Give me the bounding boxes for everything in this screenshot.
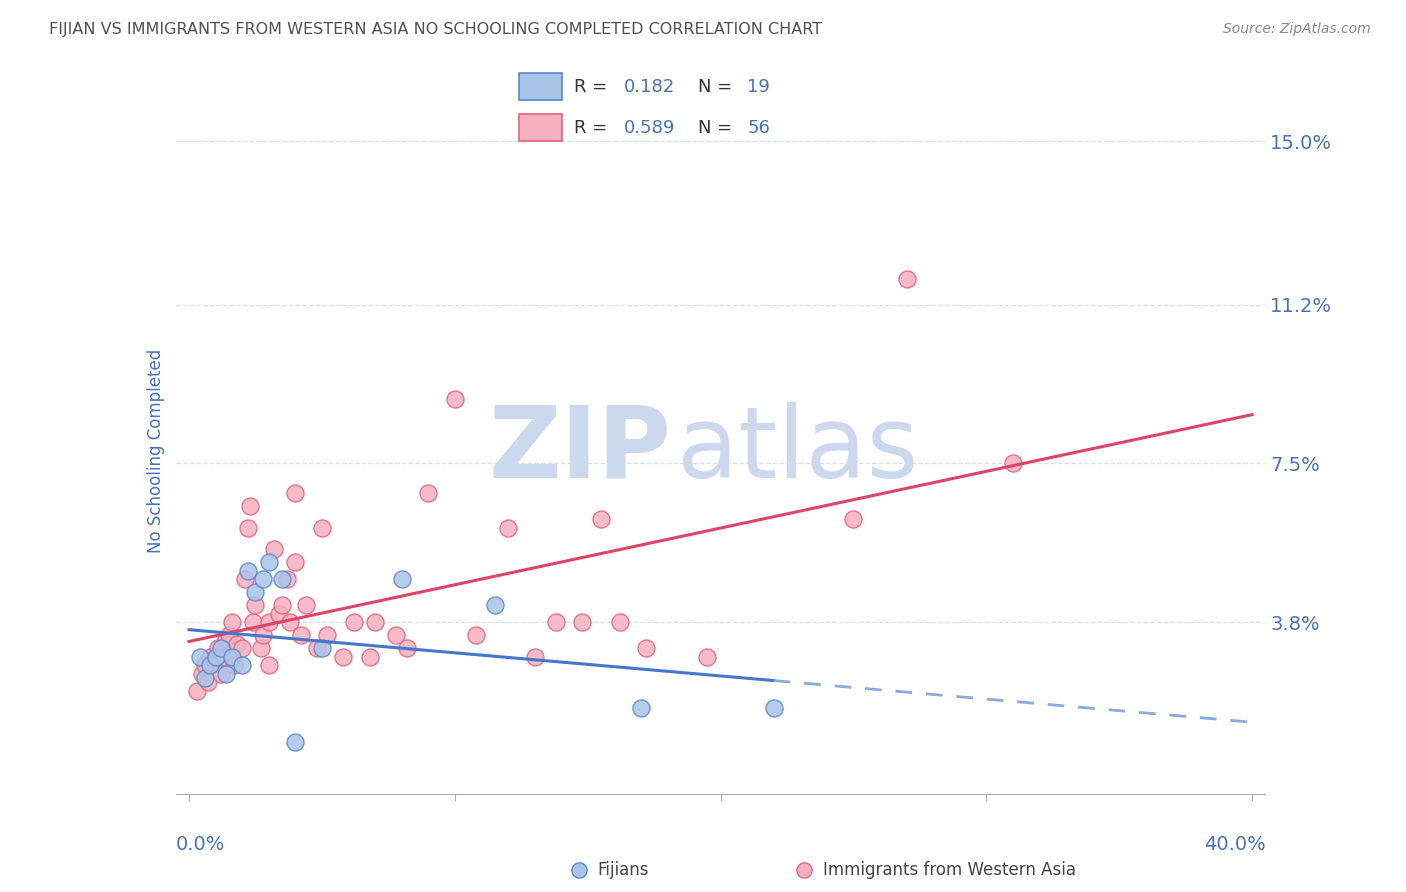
Point xyxy=(762,701,785,715)
Point xyxy=(257,658,280,673)
Point xyxy=(443,392,465,406)
FancyBboxPatch shape xyxy=(519,114,562,141)
Point xyxy=(630,701,652,715)
Point xyxy=(311,521,333,535)
Point xyxy=(316,628,339,642)
Text: atlas: atlas xyxy=(678,402,918,499)
Point xyxy=(311,640,333,655)
Point xyxy=(418,486,440,500)
Text: N =: N = xyxy=(697,119,733,136)
Text: N =: N = xyxy=(697,78,733,95)
Point xyxy=(204,649,226,664)
Point xyxy=(284,735,307,749)
Point xyxy=(496,521,519,535)
Point xyxy=(204,649,226,664)
Point xyxy=(200,658,222,673)
Point xyxy=(332,649,354,664)
Point xyxy=(209,640,232,655)
Point xyxy=(343,615,366,630)
Point xyxy=(523,649,546,664)
Point xyxy=(212,649,235,664)
Text: Immigrants from Western Asia: Immigrants from Western Asia xyxy=(823,861,1076,879)
Point xyxy=(276,572,298,586)
Point xyxy=(364,615,387,630)
FancyBboxPatch shape xyxy=(519,73,562,100)
Text: Fijians: Fijians xyxy=(598,861,650,879)
Text: R =: R = xyxy=(574,119,607,136)
Point xyxy=(239,500,262,514)
Point xyxy=(263,542,285,557)
Point xyxy=(245,585,267,599)
Point xyxy=(245,598,267,612)
Point xyxy=(242,615,264,630)
Text: 40.0%: 40.0% xyxy=(1204,835,1265,855)
Point xyxy=(188,649,211,664)
Point xyxy=(1001,456,1024,470)
Point xyxy=(225,637,247,651)
Point xyxy=(385,628,408,642)
Point xyxy=(209,666,232,681)
Point xyxy=(200,649,222,664)
Point xyxy=(221,649,243,664)
Point xyxy=(793,863,815,877)
Point xyxy=(186,683,208,698)
Point xyxy=(231,658,253,673)
Point xyxy=(391,572,413,586)
Point xyxy=(896,271,918,285)
Text: 0.182: 0.182 xyxy=(624,78,675,95)
Point xyxy=(696,649,718,664)
Point xyxy=(568,863,591,877)
Point xyxy=(284,486,307,500)
Text: FIJIAN VS IMMIGRANTS FROM WESTERN ASIA NO SCHOOLING COMPLETED CORRELATION CHART: FIJIAN VS IMMIGRANTS FROM WESTERN ASIA N… xyxy=(49,22,823,37)
Point xyxy=(194,671,217,685)
Point xyxy=(233,572,256,586)
Point xyxy=(544,615,567,630)
Text: ZIP: ZIP xyxy=(489,402,672,499)
Point xyxy=(197,675,219,690)
Point xyxy=(636,640,658,655)
Point xyxy=(252,572,274,586)
Y-axis label: No Schooling Completed: No Schooling Completed xyxy=(146,349,165,552)
Point xyxy=(236,521,259,535)
Point xyxy=(395,640,418,655)
Point xyxy=(278,615,301,630)
Point xyxy=(842,512,865,526)
Text: R =: R = xyxy=(574,78,607,95)
Point xyxy=(257,555,280,569)
Point xyxy=(191,666,214,681)
Point xyxy=(284,555,307,569)
Point xyxy=(290,628,312,642)
Point xyxy=(359,649,381,664)
Point xyxy=(295,598,318,612)
Point xyxy=(215,666,238,681)
Point xyxy=(589,512,612,526)
Point xyxy=(249,640,271,655)
Text: 19: 19 xyxy=(748,78,770,95)
Point xyxy=(271,572,294,586)
Text: Source: ZipAtlas.com: Source: ZipAtlas.com xyxy=(1223,22,1371,37)
Point xyxy=(218,628,240,642)
Point xyxy=(207,640,229,655)
Point xyxy=(257,615,280,630)
Point xyxy=(221,615,243,630)
Text: 0.589: 0.589 xyxy=(624,119,675,136)
Point xyxy=(269,607,291,621)
Point xyxy=(305,640,328,655)
Text: 0.0%: 0.0% xyxy=(176,835,225,855)
Point xyxy=(231,640,253,655)
Point xyxy=(465,628,488,642)
Point xyxy=(484,598,506,612)
Point xyxy=(224,658,246,673)
Point xyxy=(215,632,238,647)
Point xyxy=(571,615,593,630)
Text: 56: 56 xyxy=(748,119,770,136)
Point xyxy=(271,598,294,612)
Point xyxy=(194,658,217,673)
Point xyxy=(236,564,259,578)
Point xyxy=(609,615,631,630)
Point xyxy=(252,628,274,642)
